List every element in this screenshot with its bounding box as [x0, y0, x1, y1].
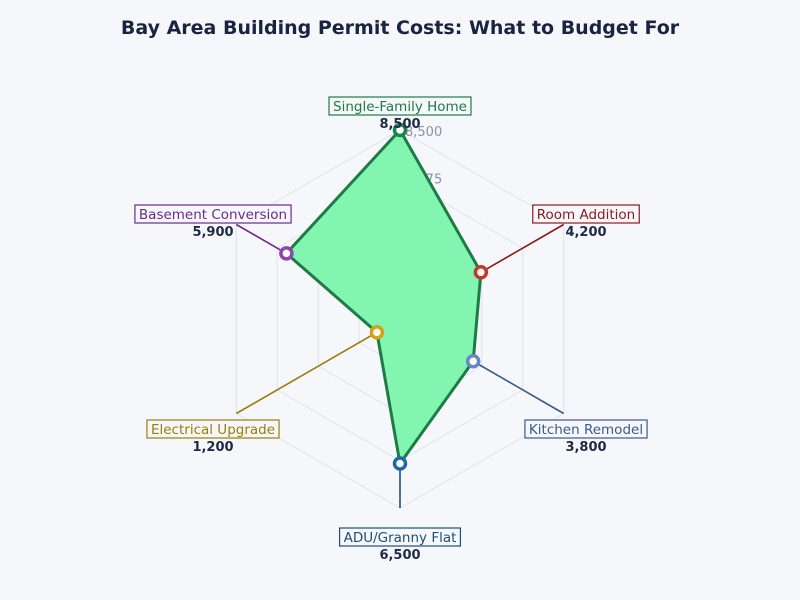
category-label-box — [146, 419, 280, 439]
category-label-box — [524, 419, 648, 439]
category-label: Electrical Upgrade — [151, 422, 275, 438]
leader-line — [235, 223, 287, 255]
chart-title: Bay Area Building Permit Costs: What to … — [121, 17, 680, 39]
leader-line — [235, 331, 378, 415]
data-point[interactable] — [279, 246, 294, 261]
category-label: Room Addition — [537, 207, 635, 223]
radial-tick-label: 8,500 — [405, 125, 442, 140]
data-point[interactable] — [392, 456, 408, 471]
category-label: ADU/Granny Flat — [344, 530, 457, 546]
data-point[interactable] — [392, 122, 408, 138]
category-label-box — [338, 527, 462, 547]
category-labels: Single-Family Home 8,500 Room Addition 4,20… — [134, 96, 648, 563]
value-label: 1,200 — [192, 440, 233, 455]
data-point[interactable] — [465, 353, 481, 369]
category-label-group: Single-Family Home 8,500 — [328, 96, 472, 132]
category-label-group: Basement Conversion 5,900 — [134, 204, 292, 240]
category-label-group: Kitchen Remodel 3,800 — [524, 419, 648, 455]
data-point[interactable] — [473, 265, 489, 280]
value-label: 3,800 — [565, 440, 606, 455]
data-polygon-group — [279, 122, 489, 471]
leader-line — [480, 223, 565, 273]
data-point[interactable] — [369, 325, 385, 340]
category-label-box — [134, 204, 292, 224]
category-label-group: Room Addition 4,200 — [532, 204, 640, 240]
value-label: 8,500 — [379, 117, 420, 132]
value-label: 5,900 — [192, 225, 233, 240]
category-label: Kitchen Remodel — [529, 422, 643, 438]
category-label: Basement Conversion — [139, 207, 287, 223]
category-label-box — [532, 204, 640, 224]
leader-line — [472, 360, 565, 415]
category-label-group: Electrical Upgrade 1,200 — [146, 419, 280, 455]
value-label: 4,200 — [565, 225, 606, 240]
leader-lines — [235, 223, 565, 508]
category-label: Single-Family Home — [333, 99, 467, 115]
data-polygon — [284, 128, 483, 466]
value-label: 6,500 — [379, 548, 420, 563]
category-label-box — [328, 96, 472, 116]
category-label-group: ADU/Granny Flat 6,500 — [338, 527, 462, 563]
